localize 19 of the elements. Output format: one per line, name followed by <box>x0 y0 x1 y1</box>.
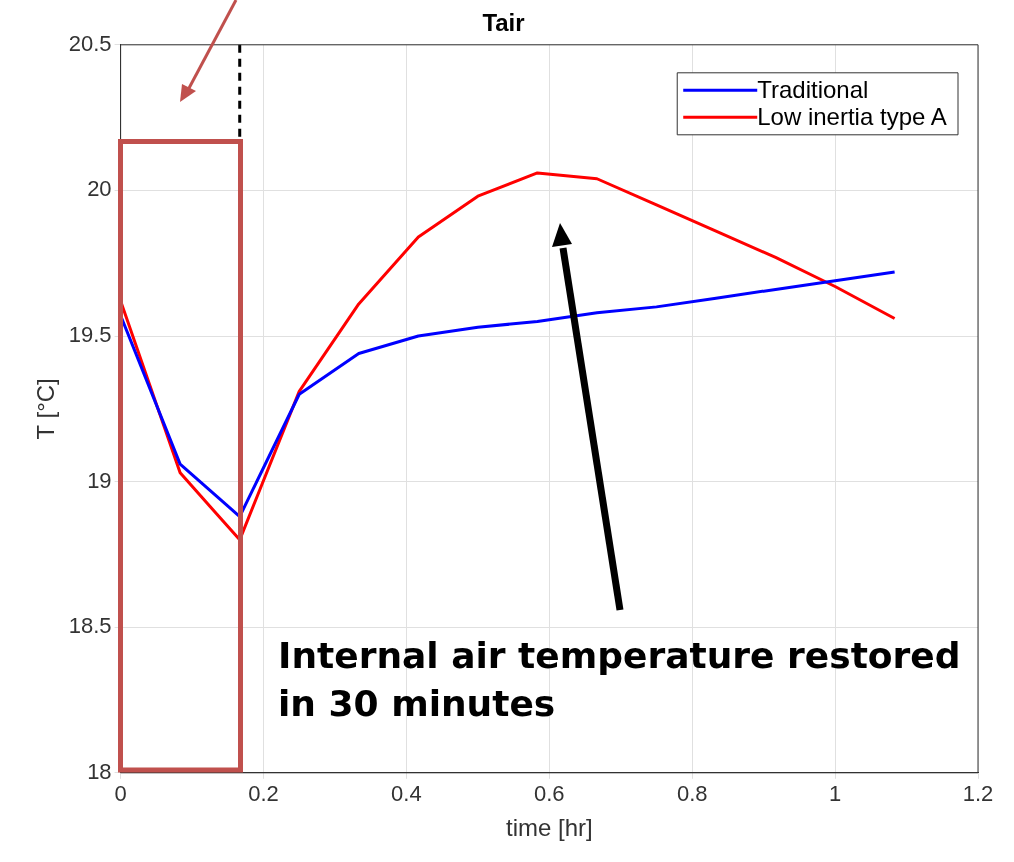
x-tick-label: 0 <box>114 781 127 807</box>
y-tick-label: 18 <box>87 758 112 784</box>
x-tick-label: 1 <box>828 781 842 807</box>
x-tick-label: 0.2 <box>248 781 279 807</box>
y-tick-label: 19 <box>87 467 112 493</box>
y-tick-label: 18.5 <box>68 613 112 639</box>
legend-label: Traditional <box>757 75 869 103</box>
x-tick-label: 0.8 <box>676 781 708 807</box>
y-tick-label: 20 <box>87 176 112 202</box>
annotation: Internal air temperature restored in 30 minutes <box>278 634 962 726</box>
x-tick-label: 0.6 <box>534 781 565 807</box>
chart-title: Tair <box>482 9 525 37</box>
x-tick-label: 1.2 <box>962 781 994 807</box>
y-axis-title: T [°C] <box>32 378 60 440</box>
x-axis-title: time [hr] <box>505 814 593 842</box>
y-tick-label: 19.5 <box>68 322 112 348</box>
legend-label: Low inertia type A <box>757 102 947 130</box>
x-tick-label: 0.4 <box>391 781 422 807</box>
y-tick-label: 20.5 <box>68 30 112 56</box>
